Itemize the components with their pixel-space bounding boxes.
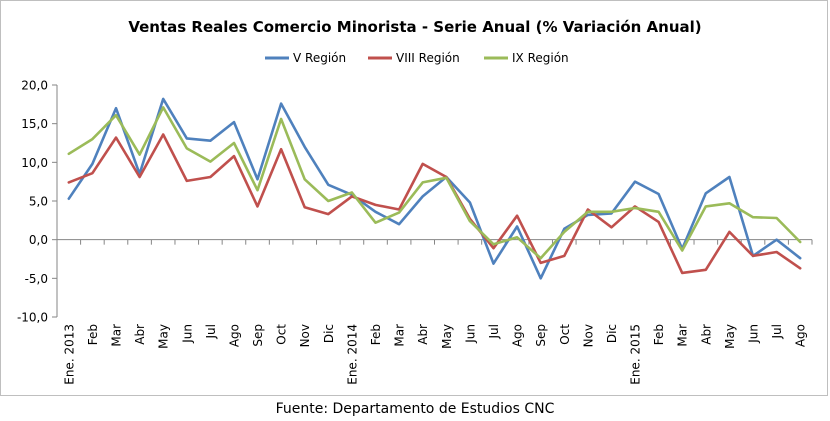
legend-label-2: VIII Región [396,51,460,65]
legend-label-3: IX Región [512,51,569,65]
x-tick-label: Ago [794,324,808,347]
x-tick-label: Abr [699,324,713,345]
x-tick-label: Sep [251,324,265,347]
line-chart: Ventas Reales Comercio Minorista - Serie… [17,18,813,385]
x-tick-label: Nov [581,324,595,347]
x-tick-label: Jun [747,324,761,344]
x-tick-label: Jun [180,324,194,344]
x-tick-label: Jul [487,324,501,339]
x-tick-label: Dic [605,324,619,343]
x-tick-label: Ago [511,324,525,347]
x-tick-label: Abr [416,324,430,345]
y-tick-label: 10,0 [21,156,48,170]
x-tick-label: Jul [770,324,784,339]
x-tick-label: Feb [86,324,100,345]
y-tick-label: -5,0 [25,272,48,286]
chart-title: Ventas Reales Comercio Minorista - Serie… [128,18,701,36]
source-note: Fuente: Departamento de Estudios CNC [275,401,555,417]
x-tick-label: Ago [227,324,241,347]
x-tick-label: Ene. 2014 [345,324,359,385]
x-tick-label: Feb [369,324,383,345]
y-tick-label: 0,0 [29,233,48,247]
series-line-1 [67,97,802,280]
x-tick-label: Sep [534,324,548,347]
x-tick-label: Nov [298,324,312,347]
x-tick-label: Jul [204,324,218,339]
y-tick-label: 5,0 [29,195,48,209]
y-tick-label: 15,0 [21,117,48,131]
x-tick-label: Jun [463,324,477,344]
x-tick-label: Ene. 2013 [62,324,76,385]
x-tick-label: Mar [393,324,407,347]
x-tick-label: Abr [133,324,147,345]
series-line-3 [67,106,802,260]
y-tick-label: 20,0 [21,79,48,93]
legend-label-1: V Región [293,51,346,65]
chart-frame [0,0,828,396]
x-tick-label: Oct [275,324,289,345]
x-tick-label: May [723,324,737,349]
x-tick-label: Ene. 2015 [629,324,643,385]
x-tick-label: Oct [558,324,572,345]
x-tick-label: Feb [652,324,666,345]
x-tick-label: May [440,324,454,349]
x-tick-label: Dic [322,324,336,343]
x-tick-label: Mar [676,324,690,347]
series-line-2 [67,133,802,275]
y-tick-label: -10,0 [17,311,48,325]
x-tick-label: May [157,324,171,349]
x-tick-label: Mar [109,324,123,347]
